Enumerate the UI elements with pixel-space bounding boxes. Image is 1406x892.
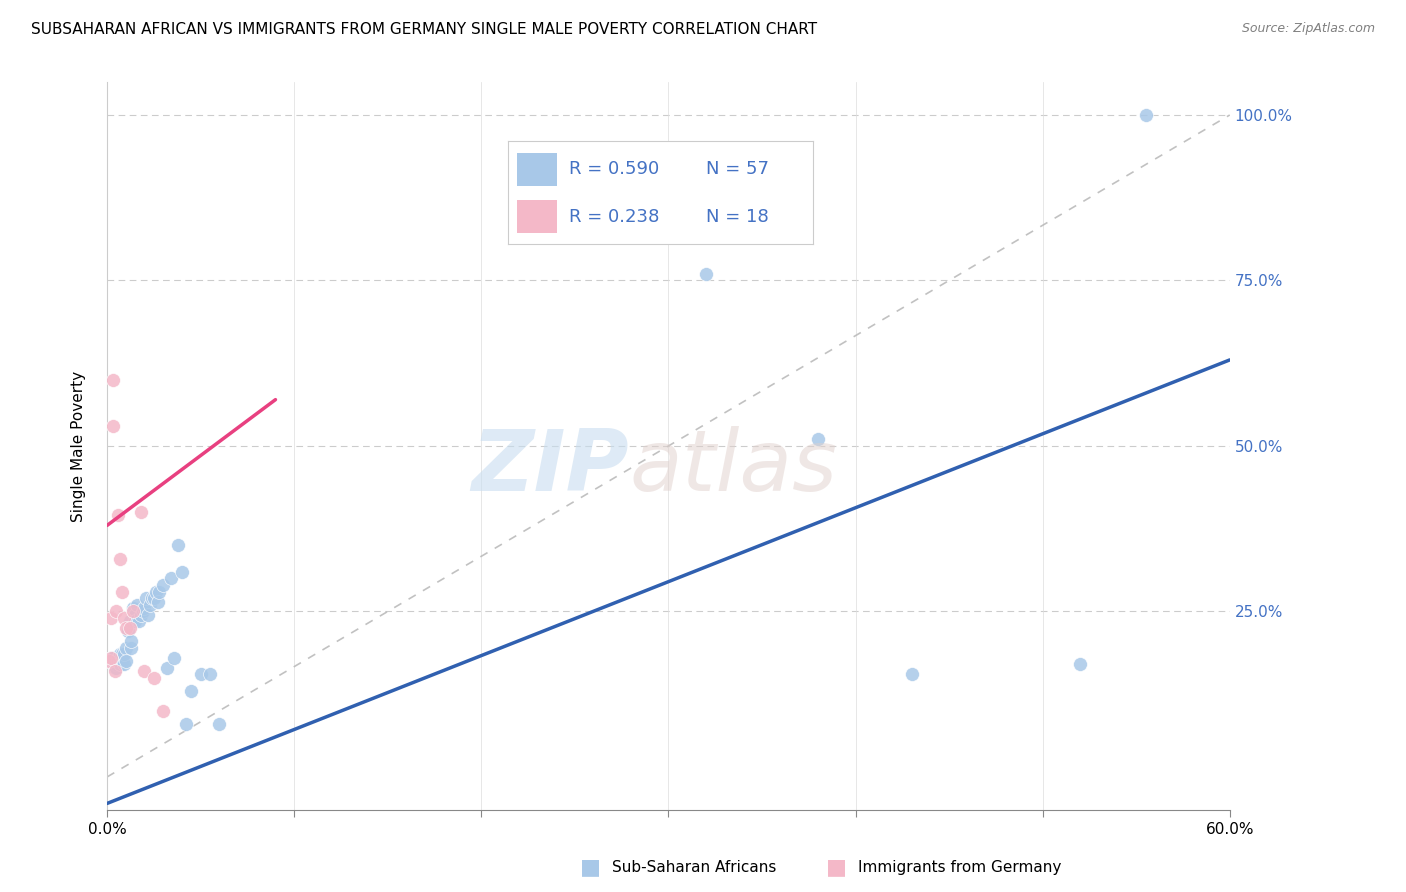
Point [105, 661, 128, 675]
Point [146, 594, 169, 608]
Point [128, 615, 150, 629]
Point [180, 684, 202, 698]
Point [107, 654, 129, 668]
Text: SUBSAHARAN AFRICAN VS IMMIGRANTS FROM GERMANY SINGLE MALE POVERTY CORRELATION CH: SUBSAHARAN AFRICAN VS IMMIGRANTS FROM GE… [31, 22, 817, 37]
Point [107, 650, 129, 665]
Point [148, 584, 170, 599]
Point [103, 664, 125, 678]
Point [1069, 657, 1091, 672]
Text: ZIP: ZIP [471, 426, 628, 509]
Point [152, 578, 174, 592]
FancyBboxPatch shape [517, 153, 557, 186]
Point [111, 584, 134, 599]
Point [167, 538, 190, 552]
Point [101, 650, 124, 665]
Point [807, 433, 830, 447]
Point [108, 657, 131, 672]
Point [118, 621, 141, 635]
Point [111, 648, 134, 662]
Point [114, 654, 136, 668]
Text: ■: ■ [827, 857, 846, 877]
Point [114, 621, 136, 635]
Point [100, 650, 122, 665]
Point [124, 615, 146, 629]
Point [111, 654, 134, 668]
Point [108, 551, 131, 566]
Point [145, 584, 167, 599]
Point [101, 419, 124, 434]
Point [131, 605, 153, 619]
Text: Sub-Saharan Africans: Sub-Saharan Africans [612, 860, 776, 874]
FancyBboxPatch shape [517, 200, 557, 233]
Point [108, 654, 131, 668]
Point [163, 650, 186, 665]
Point [100, 650, 122, 665]
Point [129, 505, 152, 519]
Point [97, 654, 120, 668]
Point [139, 598, 162, 612]
Text: R = 0.590: R = 0.590 [569, 161, 659, 178]
Point [1135, 108, 1157, 122]
Point [198, 667, 221, 681]
Point [170, 565, 193, 579]
Point [101, 654, 124, 668]
Y-axis label: Single Male Poverty: Single Male Poverty [72, 370, 86, 522]
Point [100, 654, 122, 668]
Point [108, 648, 131, 662]
Point [120, 634, 142, 648]
Text: R = 0.238: R = 0.238 [569, 208, 659, 226]
Point [105, 654, 128, 668]
Point [159, 571, 181, 585]
Text: Source: ZipAtlas.com: Source: ZipAtlas.com [1241, 22, 1375, 36]
Point [141, 591, 163, 606]
Point [190, 667, 212, 681]
Point [117, 624, 139, 639]
Point [103, 657, 125, 672]
Point [174, 717, 197, 731]
Point [122, 605, 145, 619]
Point [129, 607, 152, 622]
Point [101, 373, 124, 387]
Point [152, 704, 174, 718]
Point [695, 267, 717, 281]
Point [136, 607, 159, 622]
Point [107, 508, 129, 523]
Point [112, 657, 135, 672]
Point [105, 605, 128, 619]
Text: N = 18: N = 18 [706, 208, 769, 226]
Point [103, 661, 125, 675]
Point [114, 640, 136, 655]
Point [125, 598, 148, 612]
Point [900, 667, 922, 681]
Point [134, 664, 156, 678]
Point [112, 648, 135, 662]
Point [134, 601, 156, 615]
Point [142, 591, 165, 606]
Text: N = 57: N = 57 [706, 161, 769, 178]
Point [118, 615, 141, 629]
Text: Immigrants from Germany: Immigrants from Germany [858, 860, 1062, 874]
Text: ■: ■ [581, 857, 600, 877]
Point [120, 640, 142, 655]
Point [112, 611, 135, 625]
Point [135, 591, 157, 606]
Text: atlas: atlas [628, 426, 837, 509]
Point [100, 611, 122, 625]
Point [142, 671, 165, 685]
Point [124, 607, 146, 622]
Point [105, 657, 128, 672]
Point [208, 717, 231, 731]
Point [122, 601, 145, 615]
Point [97, 654, 120, 668]
Point [156, 661, 179, 675]
